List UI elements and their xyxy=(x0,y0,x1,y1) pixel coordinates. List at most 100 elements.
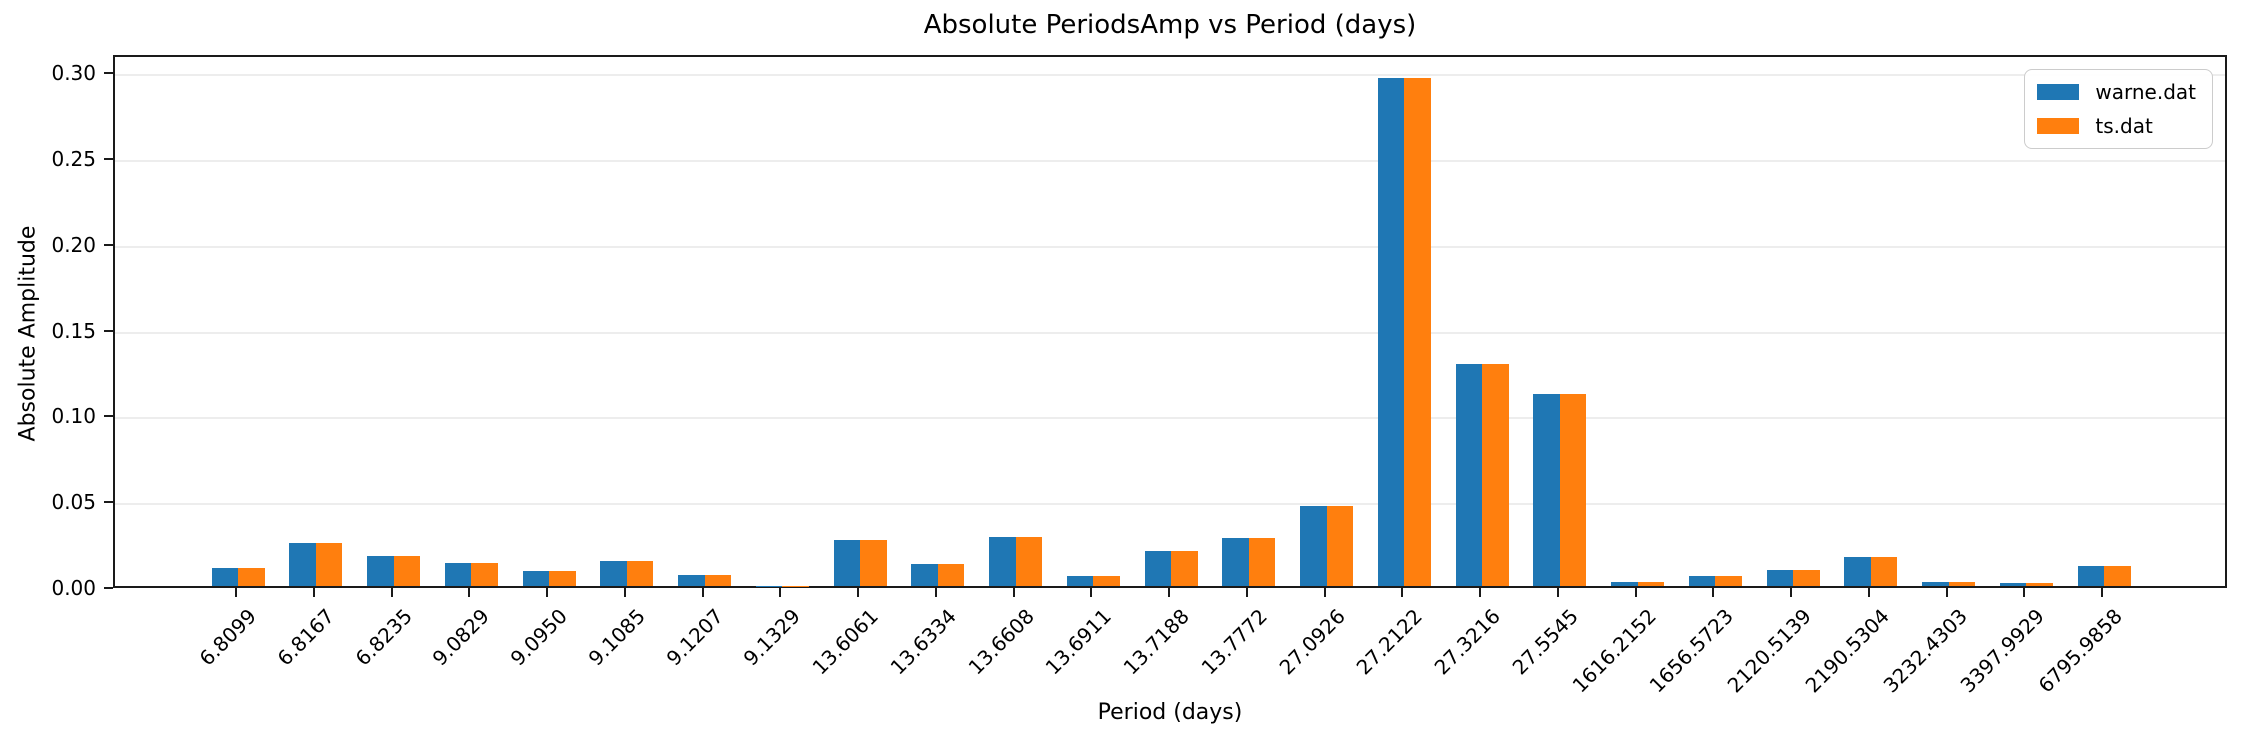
x-tick-mark xyxy=(857,588,859,597)
bar-ts-dat-3232.4303 xyxy=(1948,581,1975,586)
x-tick-label: 9.1085 xyxy=(583,604,650,671)
x-tick-mark xyxy=(1168,588,1170,597)
bar-ts-dat-9.0829 xyxy=(471,563,498,586)
y-tick-mark xyxy=(104,243,113,246)
bar-warne-dat-1616.2152 xyxy=(1611,582,1638,586)
x-tick-label: 6.8167 xyxy=(272,604,339,671)
x-tick-label: 13.6608 xyxy=(963,604,1039,680)
x-tick-label: 6.8099 xyxy=(194,604,261,671)
bar-warne-dat-9.0829 xyxy=(444,563,472,586)
gridline-y-0.15 xyxy=(115,331,2225,334)
bar-ts-dat-27.0926 xyxy=(1326,505,1353,586)
x-tick-label: 27.0926 xyxy=(1274,604,1350,680)
x-tick-label: 13.6334 xyxy=(885,604,961,680)
bar-ts-dat-6.8099 xyxy=(238,568,265,586)
bar-ts-dat-6.8235 xyxy=(393,556,420,586)
x-tick-label: 2190.5304 xyxy=(1800,604,1894,698)
x-tick-mark xyxy=(1323,588,1326,597)
x-tick-mark xyxy=(312,588,315,597)
bar-ts-dat-13.6911 xyxy=(1093,576,1120,586)
bar-ts-dat-27.5545 xyxy=(1559,393,1587,586)
bar-ts-dat-3397.9929 xyxy=(2026,582,2053,586)
bar-ts-dat-13.7772 xyxy=(1248,538,1276,586)
y-tick-label: 0.05 xyxy=(51,490,96,515)
x-tick-mark xyxy=(779,588,782,597)
x-tick-label: 27.5545 xyxy=(1507,604,1583,680)
bar-warne-dat-27.2122 xyxy=(1377,77,1405,586)
x-tick-mark xyxy=(390,588,393,597)
x-tick-label: 9.1207 xyxy=(661,604,728,671)
bar-ts-dat-9.0950 xyxy=(549,570,576,586)
x-tick-label: 13.6911 xyxy=(1040,604,1117,680)
y-tick-label: 0.20 xyxy=(51,232,96,257)
x-tick-mark xyxy=(1479,588,1481,597)
bar-warne-dat-1656.5723 xyxy=(1688,576,1716,586)
y-tick-mark xyxy=(104,587,113,589)
legend-label-ts: ts.dat xyxy=(2095,114,2153,138)
x-tick-mark xyxy=(1867,588,1870,597)
x-tick-mark xyxy=(1090,588,1093,597)
bar-warne-dat-9.1085 xyxy=(600,561,627,586)
chart-title: Absolute PeriodsAmp vs Period (days) xyxy=(923,10,1417,40)
bar-warne-dat-2190.5304 xyxy=(1844,557,1871,586)
bar-ts-dat-1616.2152 xyxy=(1637,582,1664,586)
gridline-y-0.25 xyxy=(115,159,2225,162)
bar-ts-dat-2190.5304 xyxy=(1870,557,1898,586)
x-tick-label: 6795.9858 xyxy=(2033,604,2127,698)
bar-warne-dat-27.5545 xyxy=(1533,393,1560,586)
bar-warne-dat-13.6061 xyxy=(833,539,860,586)
x-tick-label: 9.0829 xyxy=(427,604,495,671)
bar-warne-dat-13.6911 xyxy=(1066,576,1094,586)
x-tick-mark xyxy=(2023,588,2026,597)
y-tick-label: 0.00 xyxy=(51,576,96,600)
x-tick-label: 6.8235 xyxy=(350,604,417,671)
x-tick-mark xyxy=(1245,588,1248,597)
gridline-y-0.20 xyxy=(115,245,2225,248)
y-tick-mark xyxy=(104,72,113,75)
bar-ts-dat-27.3216 xyxy=(1482,364,1509,586)
x-tick-label: 27.3216 xyxy=(1429,604,1505,680)
bar-warne-dat-27.3216 xyxy=(1455,364,1482,586)
x-tick-mark xyxy=(623,588,626,597)
legend: warne.dat ts.dat xyxy=(2024,69,2213,149)
bar-ts-dat-13.6608 xyxy=(1015,537,1042,586)
bar-warne-dat-13.6608 xyxy=(989,537,1016,586)
x-tick-label: 9.1329 xyxy=(738,604,806,671)
y-tick-mark xyxy=(104,501,113,504)
x-tick-mark xyxy=(1634,588,1637,597)
plot-area: warne.dat ts.dat xyxy=(113,55,2227,588)
bar-warne-dat-13.6334 xyxy=(911,564,938,586)
bar-ts-dat-1656.5723 xyxy=(1715,576,1742,586)
x-tick-mark xyxy=(546,588,548,597)
bar-ts-dat-13.6334 xyxy=(937,564,965,586)
x-tick-mark xyxy=(934,588,937,597)
bar-warne-dat-13.7772 xyxy=(1222,538,1249,586)
bar-ts-dat-27.2122 xyxy=(1404,77,1431,586)
bar-ts-dat-13.7188 xyxy=(1171,550,1198,586)
legend-label-warne: warne.dat xyxy=(2095,80,2196,104)
x-tick-mark xyxy=(1012,588,1015,597)
y-tick-mark xyxy=(104,157,113,160)
bar-warne-dat-2120.5139 xyxy=(1766,570,1793,586)
bar-warne-dat-3232.4303 xyxy=(1922,581,1949,586)
bar-warne-dat-6795.9858 xyxy=(2077,566,2104,586)
legend-swatch-warne xyxy=(2037,84,2080,100)
gridline-y-0.10 xyxy=(115,417,2225,420)
x-tick-mark xyxy=(1556,588,1559,597)
bar-warne-dat-9.1207 xyxy=(678,575,705,586)
y-tick-label: 0.15 xyxy=(51,318,96,343)
bar-ts-dat-6795.9858 xyxy=(2104,566,2131,586)
bar-warne-dat-27.0926 xyxy=(1300,505,1327,586)
x-tick-mark xyxy=(1945,588,1948,597)
x-tick-label: 13.7772 xyxy=(1196,604,1272,680)
bar-ts-dat-6.8167 xyxy=(315,543,343,586)
x-tick-mark xyxy=(1712,588,1715,597)
x-tick-mark xyxy=(2101,588,2103,597)
x-axis-label: Period (days) xyxy=(1097,700,1243,725)
bar-warne-dat-6.8099 xyxy=(211,568,238,586)
x-tick-mark xyxy=(1401,588,1404,597)
legend-swatch-ts xyxy=(2037,118,2080,134)
x-tick-label: 3232.4303 xyxy=(1878,604,1972,698)
gridline-y-0.05 xyxy=(115,503,2225,506)
